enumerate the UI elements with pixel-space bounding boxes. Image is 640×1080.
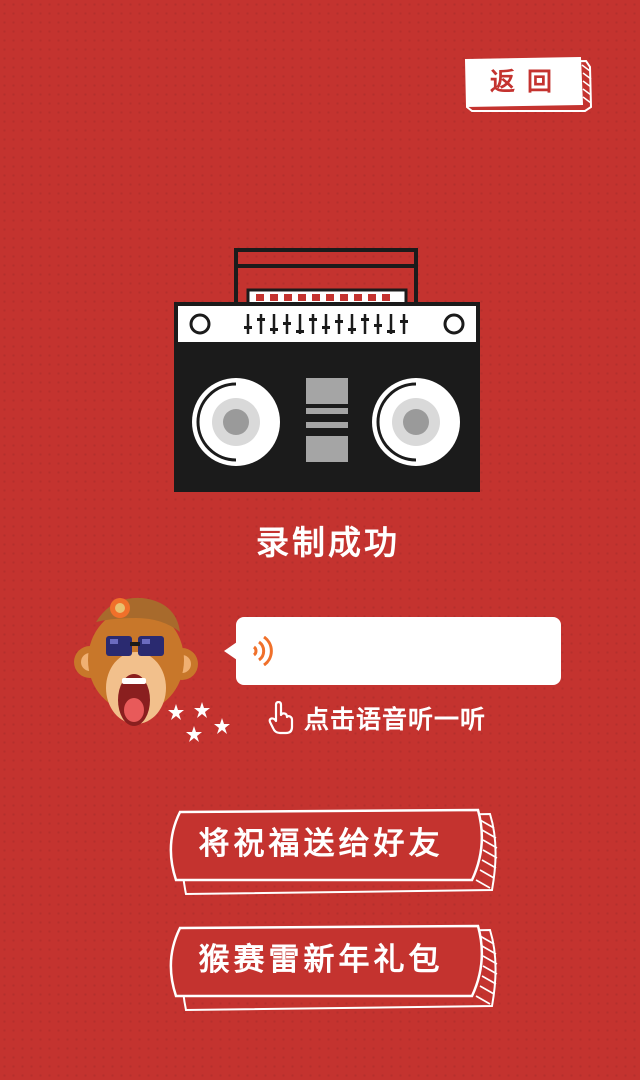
monkey-avatar <box>74 597 198 726</box>
new-year-gift-button[interactable]: 猴赛雷新年礼包 <box>158 922 504 1014</box>
voice-wave-icon <box>252 636 273 666</box>
back-button-label: 返回 <box>489 67 564 96</box>
share-button-label: 将祝福送给好友 <box>198 826 444 862</box>
share-button-frame <box>169 808 498 896</box>
boombox-illustration <box>174 248 480 492</box>
pointing-hand-icon <box>268 701 294 735</box>
voice-hint[interactable]: 点击语音听一听 <box>268 700 486 736</box>
stars-decoration <box>168 702 230 742</box>
gift-button-label: 猴赛雷新年礼包 <box>198 942 444 978</box>
voice-hint-label: 点击语音听一听 <box>304 705 487 734</box>
bubble-tail <box>224 642 237 660</box>
gift-button-frame <box>169 924 498 1012</box>
back-button[interactable]: 返回 <box>462 57 594 113</box>
recording-status-title: 录制成功 <box>256 523 400 562</box>
voice-message-bubble[interactable] <box>224 617 561 685</box>
share-blessing-button[interactable]: 将祝福送给好友 <box>158 806 504 898</box>
back-button-frame <box>464 57 593 112</box>
